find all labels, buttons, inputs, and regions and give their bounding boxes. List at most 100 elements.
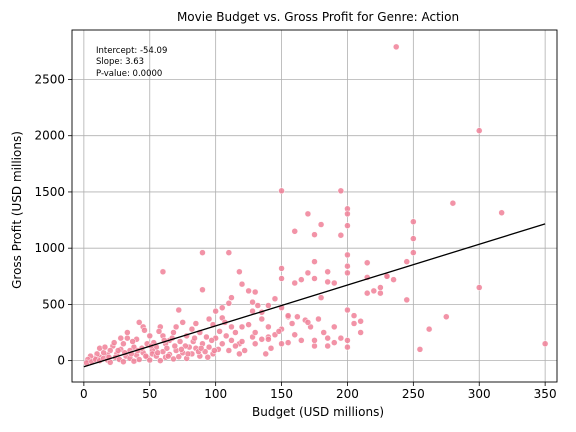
data-point [246, 288, 252, 294]
data-point [377, 290, 383, 296]
annotation-pvalue: P-value: 0.0000 [96, 69, 162, 79]
data-point [252, 289, 258, 295]
data-point [312, 259, 318, 265]
x-tick-label: 300 [468, 387, 491, 401]
data-point [115, 348, 121, 354]
data-point [211, 348, 217, 354]
data-point [272, 296, 278, 302]
data-point [312, 276, 318, 282]
data-point [192, 335, 198, 341]
data-point [164, 345, 170, 351]
data-point [315, 316, 321, 322]
data-point [325, 269, 331, 275]
data-point [209, 337, 215, 343]
data-point [292, 228, 298, 234]
data-point [393, 44, 399, 50]
data-point [292, 280, 298, 286]
data-point [130, 339, 136, 345]
data-point [298, 337, 304, 343]
data-point [239, 281, 245, 287]
y-tick-label: 0 [57, 354, 65, 368]
data-point [476, 285, 482, 291]
data-point [364, 260, 370, 266]
data-point [279, 341, 285, 347]
data-point [160, 269, 166, 275]
y-tick-label: 1500 [34, 185, 65, 199]
data-point [344, 337, 350, 343]
data-point [120, 341, 126, 347]
data-point [170, 330, 176, 336]
data-point [228, 295, 234, 301]
data-point [206, 316, 212, 322]
data-point [250, 299, 256, 305]
data-point [143, 353, 149, 359]
data-point [344, 211, 350, 217]
x-tick-label: 250 [402, 387, 425, 401]
data-point [417, 346, 423, 352]
data-point [279, 188, 285, 194]
data-point [226, 300, 232, 306]
data-point [404, 297, 410, 303]
data-point [232, 343, 238, 349]
data-point [203, 334, 209, 340]
data-point [391, 277, 397, 283]
x-tick-label: 150 [270, 387, 293, 401]
data-point [426, 326, 432, 332]
data-point [259, 336, 265, 342]
data-point [198, 345, 204, 351]
data-point [358, 318, 364, 324]
data-point [294, 314, 300, 320]
data-point [173, 324, 179, 330]
data-point [180, 319, 186, 325]
data-point [298, 277, 304, 283]
data-point [289, 321, 295, 327]
y-tick-label: 2500 [34, 72, 65, 86]
data-point [279, 265, 285, 271]
data-point [252, 341, 258, 347]
data-point [118, 335, 124, 341]
data-point [344, 263, 350, 269]
data-point [111, 340, 117, 346]
data-point [136, 357, 142, 363]
x-tick-label: 0 [80, 387, 88, 401]
chart-title: Movie Budget vs. Gross Profit for Genre:… [177, 10, 459, 24]
data-point [242, 348, 248, 354]
data-point [331, 280, 337, 286]
x-tick-label: 350 [534, 387, 557, 401]
data-point [542, 341, 548, 347]
data-point [199, 287, 205, 293]
x-tick-label: 200 [336, 387, 359, 401]
data-point [276, 328, 282, 334]
data-point [226, 250, 232, 256]
data-point [351, 321, 357, 327]
data-point [338, 188, 344, 194]
data-point [377, 285, 383, 291]
data-point [239, 324, 245, 330]
data-point [450, 200, 456, 206]
data-point [193, 321, 199, 327]
data-point [246, 322, 252, 328]
annotation-slope: Slope: 3.63 [96, 57, 144, 67]
data-point [410, 219, 416, 225]
data-point [344, 252, 350, 258]
data-point [344, 307, 350, 313]
data-point [292, 332, 298, 338]
data-point [331, 324, 337, 330]
data-point [358, 330, 364, 336]
data-point [219, 341, 225, 347]
data-point [223, 333, 229, 339]
data-point [165, 353, 171, 359]
data-point [325, 335, 331, 341]
data-point [120, 359, 126, 365]
data-point [384, 273, 390, 279]
data-point [268, 345, 274, 351]
data-point [157, 358, 163, 364]
data-point [102, 344, 108, 350]
data-point [344, 223, 350, 229]
y-tick-label: 1000 [34, 241, 65, 255]
data-point [325, 279, 331, 285]
data-point [312, 343, 318, 349]
data-point [236, 269, 242, 275]
data-point [185, 351, 191, 357]
data-point [476, 128, 482, 134]
